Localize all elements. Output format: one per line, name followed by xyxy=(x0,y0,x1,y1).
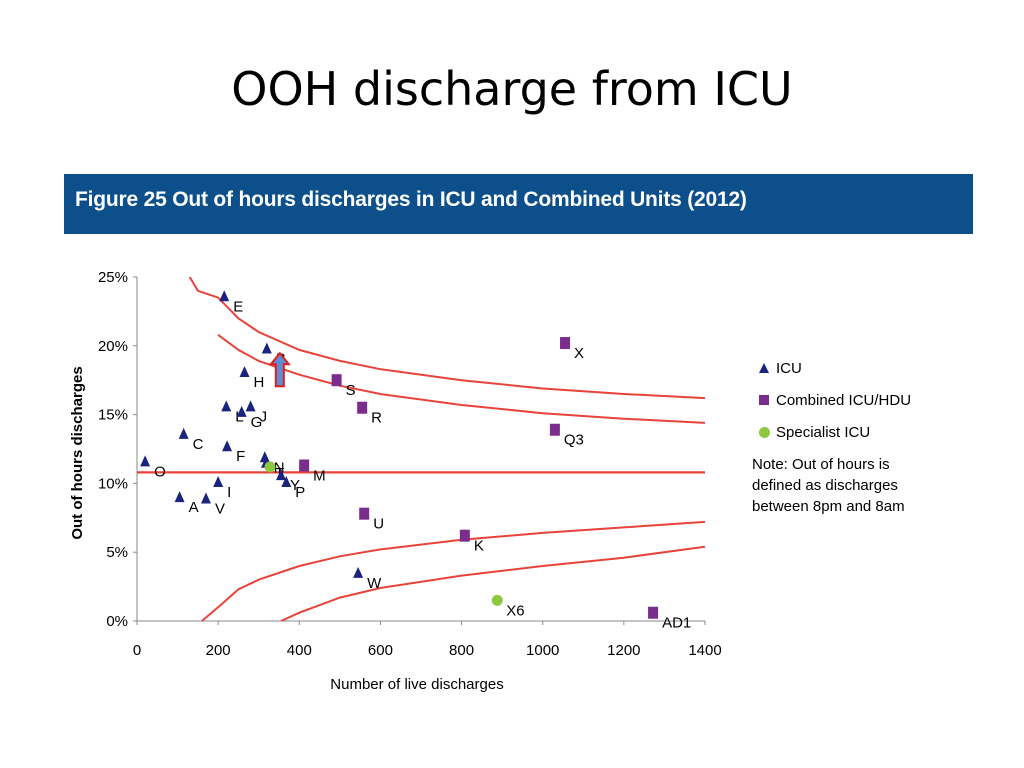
y-tick-label: 10% xyxy=(98,475,128,492)
combined-point-marker xyxy=(359,507,370,520)
point-label: H xyxy=(254,374,265,391)
y-tick-label: 5% xyxy=(106,544,128,561)
point-label: Q3 xyxy=(564,432,584,449)
icu-point-marker xyxy=(281,476,292,488)
x-tick-label: 1400 xyxy=(688,642,721,659)
legend-item-icu: ICU xyxy=(752,352,962,384)
point-label: K xyxy=(474,538,484,555)
specialist-point-marker xyxy=(264,461,276,473)
combined-point-marker xyxy=(299,459,310,472)
square-icon xyxy=(752,395,776,405)
icu-point-marker xyxy=(221,400,232,412)
x-tick-label: 400 xyxy=(287,642,312,659)
icu-point-marker xyxy=(261,342,272,354)
icu-point-marker xyxy=(213,476,224,488)
point-label: M xyxy=(313,468,326,485)
point-label: X6 xyxy=(506,602,524,619)
point-label: G xyxy=(251,414,263,431)
y-axis-label: Out of hours discharges xyxy=(69,366,86,539)
icu-point-marker xyxy=(200,492,211,504)
x-tick-label: 0 xyxy=(133,642,141,659)
icu-point-marker xyxy=(353,566,364,578)
combined-point-marker xyxy=(648,606,659,619)
x-tick-label: 600 xyxy=(368,642,393,659)
icu-point-marker xyxy=(245,400,256,412)
x-axis-label: Number of live discharges xyxy=(330,676,503,693)
icu-point-marker xyxy=(140,455,151,467)
icu-point-marker xyxy=(239,365,250,377)
y-tick-label: 15% xyxy=(98,407,128,424)
specialist-point-marker xyxy=(491,594,503,606)
point-label: Y xyxy=(290,477,300,494)
point-label: R xyxy=(371,410,382,427)
upper-inner-limit-curve xyxy=(217,333,705,424)
legend: ICU Combined ICU/HDU Specialist ICU Note… xyxy=(752,352,962,517)
y-tick-label: 20% xyxy=(98,338,128,355)
icu-point-marker xyxy=(236,405,247,417)
point-label: J xyxy=(260,408,268,425)
upper-outer-limit-curve xyxy=(188,277,705,400)
point-label: I xyxy=(227,484,231,501)
combined-point-marker xyxy=(331,374,342,387)
x-tick-label: 200 xyxy=(206,642,231,659)
legend-label-combined: Combined ICU/HDU xyxy=(776,391,912,409)
point-label: AD1 xyxy=(662,615,691,632)
slide-title: OOH discharge from ICU xyxy=(231,62,793,116)
legend-label-icu: ICU xyxy=(776,359,802,377)
point-label: X xyxy=(574,345,584,362)
combined-point-marker xyxy=(357,401,368,414)
point-label: C xyxy=(193,436,204,453)
point-label: U xyxy=(373,516,384,533)
legend-label-specialist: Specialist ICU xyxy=(776,423,871,441)
highlight-arrow-icon xyxy=(268,351,291,388)
combined-point-marker xyxy=(459,529,470,542)
point-label: N xyxy=(274,459,285,476)
y-tick-label: 0% xyxy=(106,613,128,630)
point-label: E xyxy=(233,298,243,315)
point-label: V xyxy=(215,501,225,518)
point-label: W xyxy=(367,575,382,592)
x-tick-label: 1000 xyxy=(526,642,559,659)
legend-item-combined: Combined ICU/HDU xyxy=(752,384,962,416)
y-tick-label: 25% xyxy=(98,269,128,286)
point-label: P xyxy=(295,484,305,501)
point-label: F xyxy=(236,448,245,465)
circle-icon xyxy=(752,426,776,438)
icu-point-marker xyxy=(174,491,185,503)
icu-point-marker xyxy=(178,427,189,439)
lower-outer-limit-curve xyxy=(280,545,705,621)
legend-item-specialist: Specialist ICU xyxy=(752,416,962,448)
x-tick-label: 1200 xyxy=(607,642,640,659)
icu-point-marker xyxy=(276,469,287,481)
combined-point-marker xyxy=(549,423,560,436)
x-tick-label: 800 xyxy=(449,642,474,659)
point-label: A xyxy=(189,499,199,516)
icu-point-marker xyxy=(219,290,230,302)
figure-banner: Figure 25 Out of hours discharges in ICU… xyxy=(64,174,973,234)
icu-point-marker xyxy=(259,451,270,463)
legend-note: Note: Out of hours is defined as dischar… xyxy=(752,456,905,515)
point-label: S xyxy=(346,382,356,399)
combined-point-marker xyxy=(560,337,571,350)
icu-point-marker xyxy=(222,440,233,452)
point-label: O xyxy=(154,463,166,480)
figure-banner-text: Figure 25 Out of hours discharges in ICU… xyxy=(75,188,747,211)
lower-inner-limit-curve xyxy=(201,520,705,621)
triangle-icon xyxy=(752,363,776,373)
